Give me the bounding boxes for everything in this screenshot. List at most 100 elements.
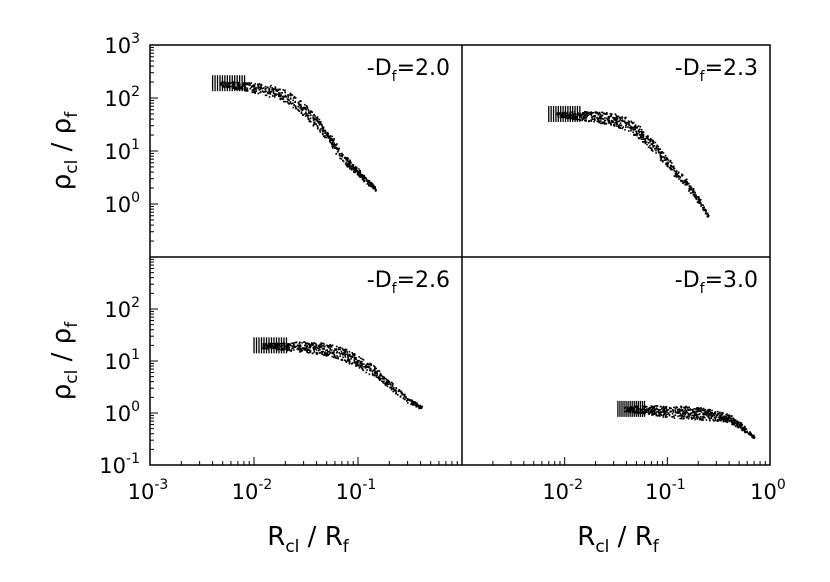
data-point [321, 347, 324, 350]
data-point [693, 414, 696, 417]
data-point [278, 95, 280, 97]
data-point [288, 94, 290, 96]
data-point [623, 407, 626, 410]
data-point [413, 403, 415, 406]
data-point [628, 130, 630, 132]
data-point [327, 346, 330, 349]
data-point [387, 383, 390, 385]
data-point [602, 118, 604, 120]
data-point [291, 347, 293, 350]
data-point [624, 117, 626, 119]
data-point [329, 346, 332, 348]
data-point [293, 95, 296, 98]
data-point [736, 424, 739, 427]
data-point [310, 120, 312, 123]
data-point [385, 380, 388, 383]
data-point [306, 350, 308, 353]
data-point [332, 145, 335, 148]
data-point [615, 123, 618, 125]
data-point [567, 111, 569, 114]
data-point [293, 104, 295, 106]
data-point [598, 115, 601, 118]
data-point [579, 115, 581, 117]
data-point [385, 377, 387, 380]
data-point [590, 111, 592, 113]
data-point [352, 165, 354, 168]
panel-label: -Df=2.6 [367, 268, 450, 297]
data-point [673, 415, 675, 417]
data-point [703, 206, 705, 208]
data-point [274, 345, 276, 348]
data-point [596, 112, 599, 115]
data-point [272, 90, 275, 93]
data-point [255, 90, 258, 92]
data-point [640, 134, 642, 136]
data-point [353, 359, 356, 362]
data-point [356, 362, 359, 364]
data-point [412, 403, 414, 405]
data-point [241, 86, 244, 88]
data-point [684, 184, 686, 186]
data-point [566, 112, 568, 115]
data-point [395, 390, 397, 392]
data-point [598, 113, 601, 115]
data-point [318, 348, 320, 350]
data-point [263, 345, 265, 348]
data-point [253, 86, 255, 88]
data-point [583, 114, 585, 116]
data-point [276, 90, 279, 93]
data-point [351, 163, 354, 166]
data-point [604, 113, 607, 115]
data-point [293, 341, 296, 344]
data-point [731, 423, 733, 426]
data-point [572, 113, 575, 115]
data-point [726, 417, 728, 420]
data-point [674, 414, 677, 416]
data-point [268, 88, 271, 90]
data-point [391, 382, 393, 384]
data-point [685, 405, 687, 408]
data-point [325, 355, 328, 357]
data-point [579, 112, 582, 115]
data-point [283, 100, 285, 103]
data-point [652, 413, 655, 416]
data-point [269, 92, 271, 94]
data-point [313, 342, 316, 344]
data-point [700, 415, 702, 418]
data-point [265, 346, 268, 349]
data-point [328, 137, 331, 139]
data-point [375, 367, 377, 370]
data-point [315, 349, 318, 351]
data-point [327, 345, 330, 347]
data-point [662, 152, 665, 154]
data-point [242, 83, 244, 86]
data-point [313, 349, 315, 352]
data-point [359, 173, 362, 175]
data-point [232, 85, 234, 87]
data-point [304, 344, 306, 347]
data-point [305, 109, 308, 111]
data-point [251, 89, 254, 91]
data-point [736, 424, 738, 426]
data-point [608, 121, 611, 123]
data-point [675, 170, 678, 172]
data-point [751, 434, 754, 436]
data-point [663, 410, 666, 412]
data-point [664, 416, 667, 418]
data-point [355, 365, 357, 367]
data-point [726, 413, 728, 415]
data-point [721, 417, 723, 419]
data-point [287, 346, 289, 348]
data-point [336, 345, 338, 348]
data-point [356, 363, 358, 365]
data-point [345, 353, 347, 356]
data-point [636, 134, 638, 137]
data-point [616, 117, 619, 120]
data-point [347, 355, 349, 358]
data-point [592, 111, 595, 114]
data-point [716, 420, 719, 422]
data-point [364, 367, 367, 369]
data-point [695, 194, 697, 196]
data-point [376, 374, 379, 376]
data-point [394, 389, 397, 391]
